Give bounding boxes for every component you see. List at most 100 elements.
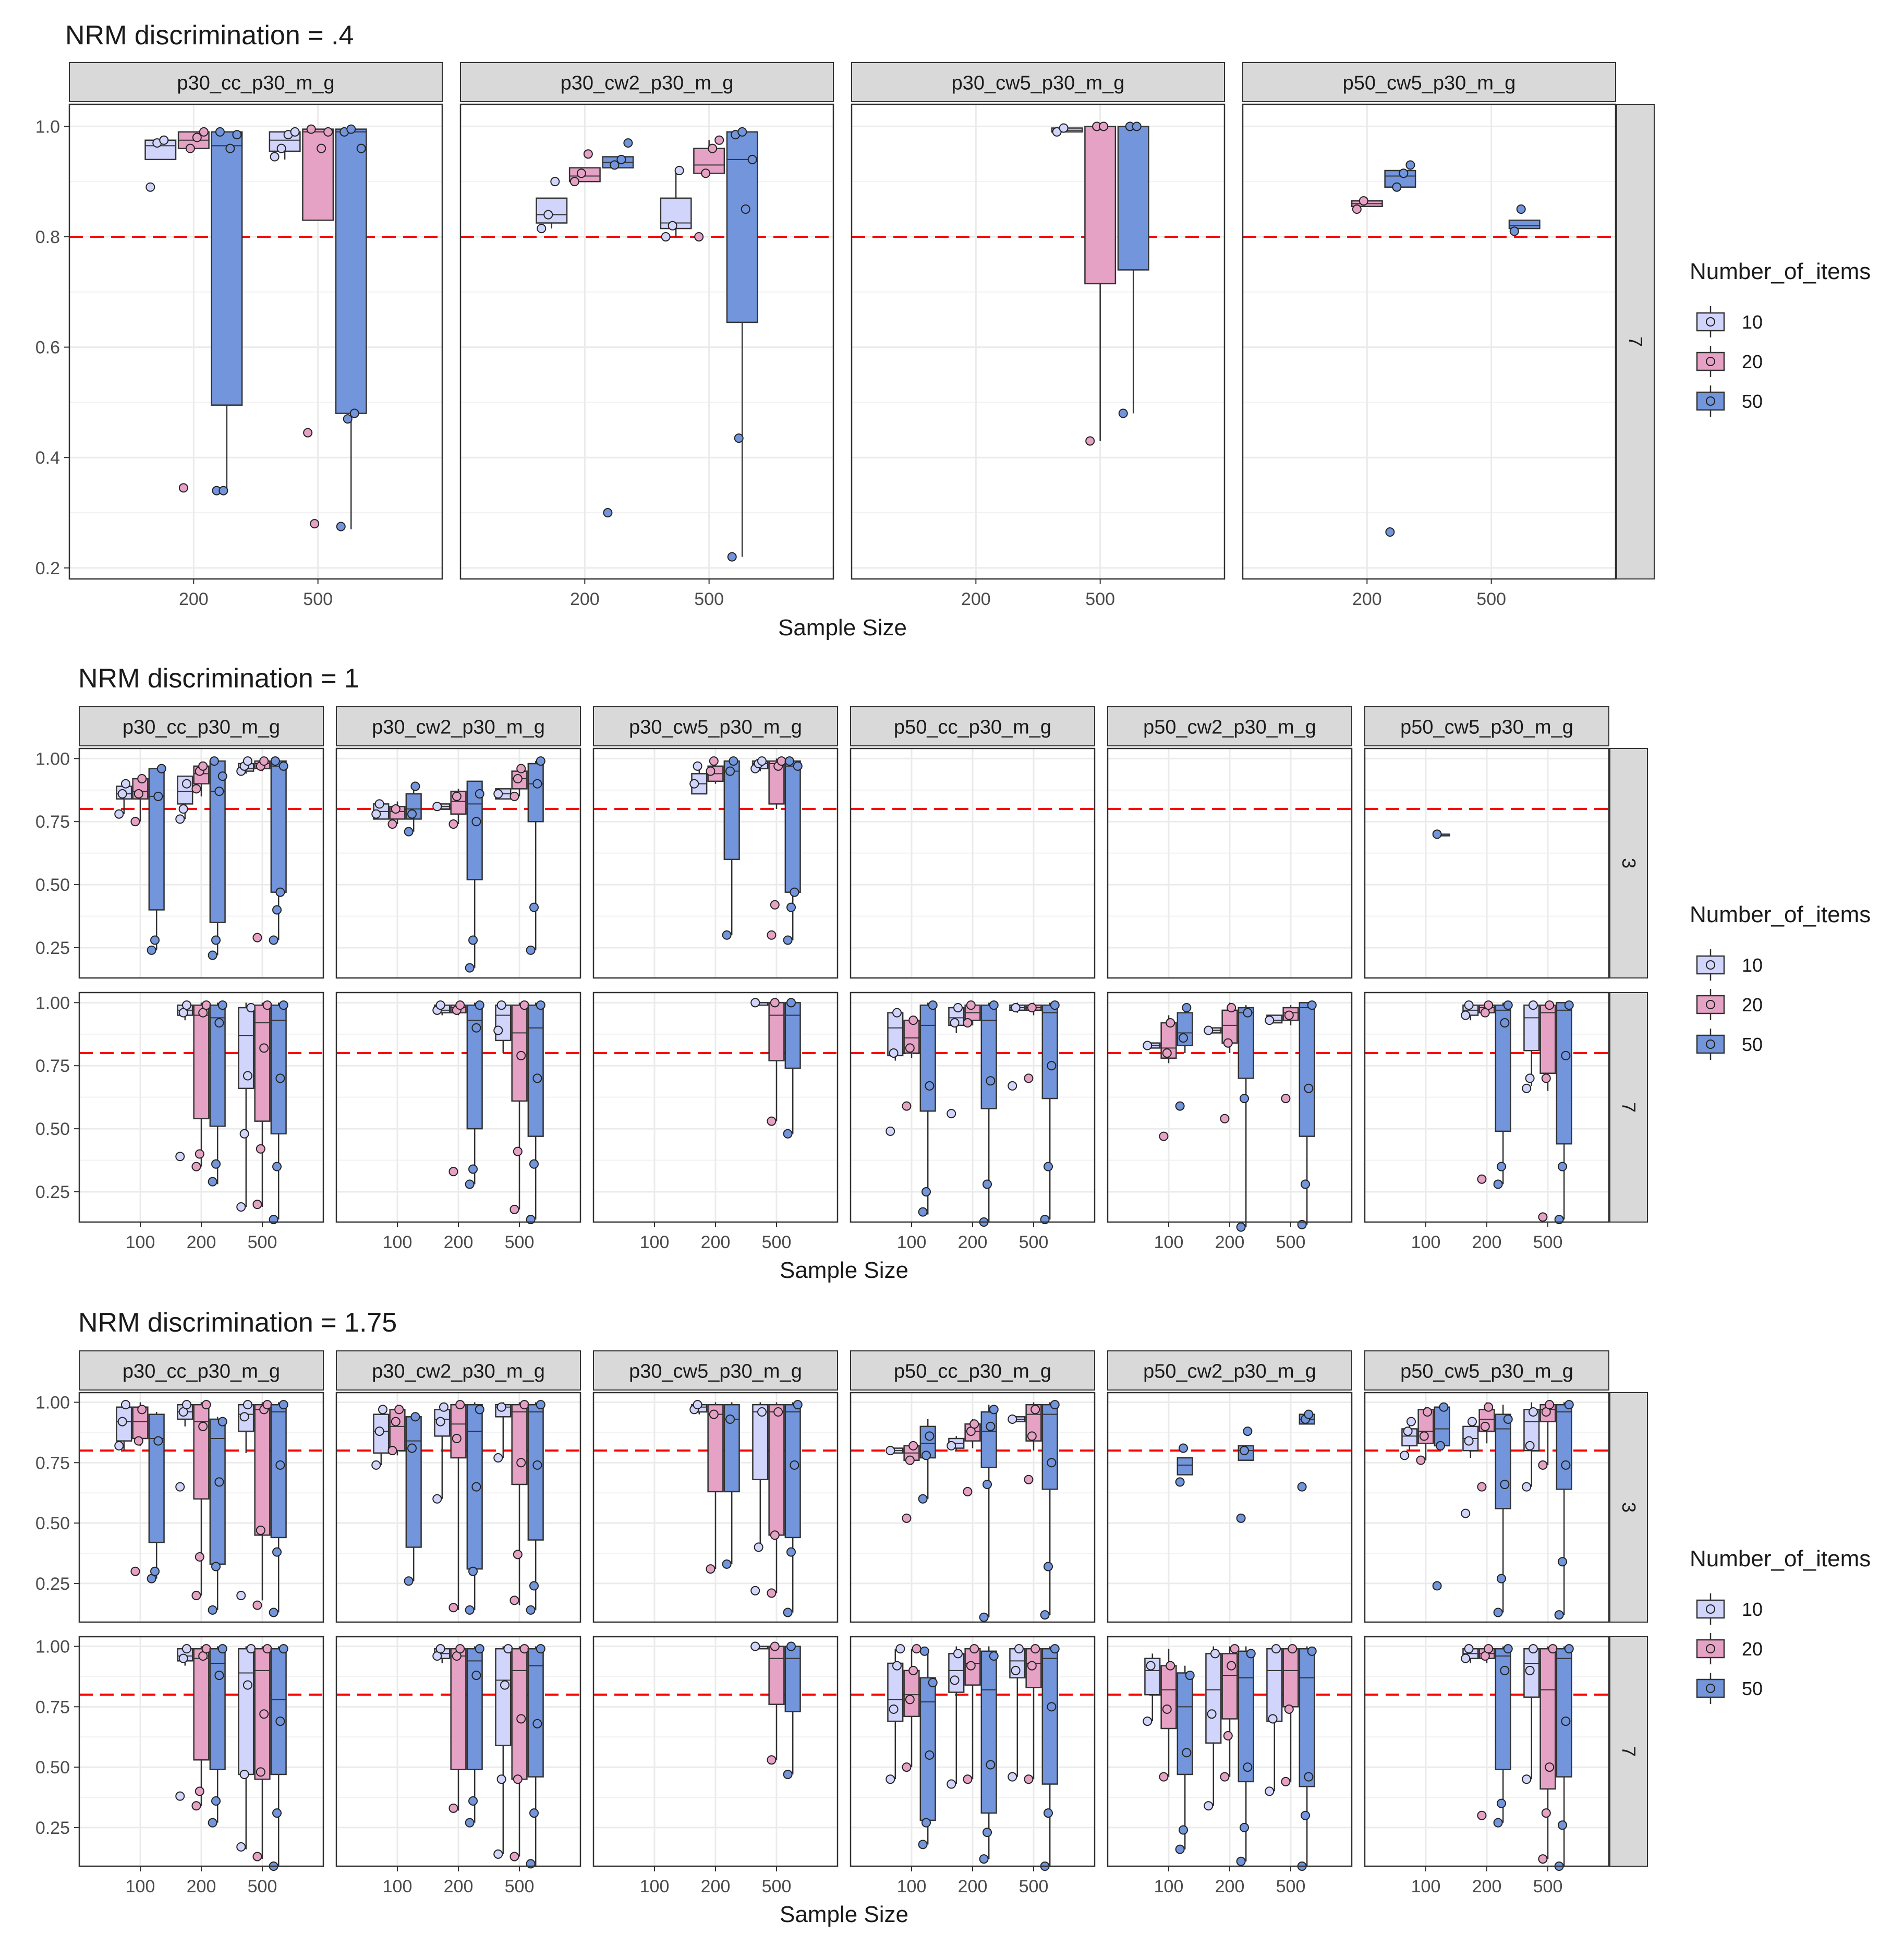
jitter-point bbox=[1480, 1008, 1490, 1018]
box-body bbox=[270, 760, 287, 893]
jitter-point bbox=[178, 1008, 188, 1018]
box-body bbox=[1266, 1648, 1283, 1722]
row-strip bbox=[1609, 992, 1648, 1223]
panel-background bbox=[852, 104, 1224, 579]
y-tick-label: 0.25 bbox=[35, 938, 70, 958]
jitter-point bbox=[1240, 1822, 1250, 1832]
jitter-point bbox=[239, 1770, 249, 1779]
boxplot-50-items bbox=[269, 756, 288, 945]
row-strip bbox=[1609, 1392, 1648, 1623]
jitter-point bbox=[468, 1164, 478, 1174]
x-tick-label: 500 bbox=[1533, 1232, 1563, 1252]
jitter-point bbox=[1236, 1513, 1246, 1523]
boxplot-20-items bbox=[767, 1641, 785, 1765]
panel-border bbox=[78, 1392, 324, 1623]
boxplot-20-items bbox=[448, 1000, 467, 1177]
jitter-point bbox=[134, 789, 143, 799]
jitter-point bbox=[1288, 1644, 1297, 1654]
jitter-point bbox=[1011, 1003, 1021, 1013]
jitter-point bbox=[201, 1400, 211, 1410]
boxplot-50-items bbox=[1432, 1402, 1450, 1591]
x-tick-label: 100 bbox=[640, 1877, 670, 1896]
boxplot-50-items bbox=[147, 1412, 165, 1584]
jitter-point bbox=[371, 1460, 381, 1470]
facet-panel: 100 200 500 bbox=[335, 1636, 581, 1896]
boxplot-20-items bbox=[902, 1441, 920, 1523]
boxplot-50-items bbox=[147, 764, 166, 955]
jitter-point bbox=[211, 1796, 221, 1806]
boxplot-20-items bbox=[963, 1419, 981, 1496]
jitter-point bbox=[256, 1767, 265, 1777]
jitter-point bbox=[1416, 1455, 1426, 1465]
boxplot-10-items bbox=[1461, 1644, 1479, 1663]
boxplot-10-items bbox=[660, 165, 692, 241]
boxplot-10-items bbox=[947, 1003, 965, 1119]
facet-strip bbox=[1364, 706, 1609, 746]
y-tick-label: 0.75 bbox=[35, 1453, 70, 1473]
jitter-point bbox=[989, 1651, 999, 1661]
facet-panel bbox=[335, 1392, 581, 1623]
jitter-point bbox=[269, 935, 278, 945]
boxplot-50-items bbox=[1493, 1000, 1513, 1189]
jitter-point bbox=[236, 1591, 246, 1601]
facet-strip bbox=[79, 1350, 324, 1391]
jitter-point bbox=[1359, 196, 1368, 206]
jitter-point bbox=[750, 1641, 760, 1651]
boxplot-50-items bbox=[465, 780, 484, 973]
jitter-point bbox=[117, 789, 127, 799]
jitter-point bbox=[178, 804, 188, 814]
jitter-point bbox=[793, 761, 803, 771]
boxplot-20-items bbox=[177, 127, 210, 493]
jitter-point bbox=[510, 791, 519, 801]
jitter-point bbox=[208, 1605, 217, 1615]
legend-entry-label: 50 bbox=[1742, 1034, 1763, 1055]
jitter-point bbox=[1047, 1061, 1057, 1071]
x-tick-label: 500 bbox=[248, 1232, 277, 1252]
jitter-point bbox=[516, 1458, 526, 1468]
boxplot-10-items bbox=[750, 756, 769, 773]
panel-background bbox=[460, 104, 833, 579]
y-tick-label: 0.75 bbox=[35, 812, 70, 832]
boxplot-20-items bbox=[1477, 1000, 1495, 1184]
jitter-point bbox=[1423, 1407, 1433, 1417]
jitter-point bbox=[120, 779, 130, 789]
facet-strip bbox=[69, 62, 443, 102]
x-tick-label: 500 bbox=[1276, 1232, 1306, 1252]
jitter-point bbox=[208, 1818, 217, 1828]
boxplot-20-items bbox=[130, 774, 149, 827]
boxplot-20-items bbox=[902, 1644, 921, 1772]
jitter-point bbox=[537, 224, 547, 234]
box-body bbox=[1523, 1004, 1540, 1051]
jitter-point bbox=[536, 1400, 545, 1410]
facet-panel bbox=[850, 747, 1096, 979]
boxplot-10-items bbox=[114, 1400, 132, 1451]
jitter-point bbox=[921, 1451, 931, 1460]
jitter-point bbox=[317, 143, 326, 153]
x-tick-label: 200 bbox=[187, 1232, 216, 1252]
facet-panel: 200 500 bbox=[1242, 103, 1617, 609]
jitter-point bbox=[519, 1000, 529, 1010]
jitter-point bbox=[1439, 1402, 1449, 1412]
jitter-point bbox=[175, 1482, 185, 1492]
facet-panel: 100 200 500 bbox=[78, 992, 324, 1252]
boxplot-20-items bbox=[510, 764, 528, 801]
panel-border bbox=[592, 1392, 839, 1623]
box-body bbox=[887, 1012, 904, 1057]
boxplot-10-items bbox=[1051, 123, 1083, 137]
jitter-point bbox=[902, 1762, 912, 1772]
jitter-point bbox=[513, 1774, 523, 1784]
boxplot-20-items bbox=[510, 1400, 529, 1605]
jitter-point bbox=[729, 756, 738, 766]
jitter-point bbox=[1522, 1083, 1532, 1093]
jitter-point bbox=[1047, 1702, 1057, 1712]
jitter-point bbox=[198, 1421, 208, 1431]
jitter-point bbox=[242, 756, 252, 766]
box-body bbox=[270, 1404, 287, 1539]
jitter-point bbox=[217, 1644, 227, 1654]
jitter-point bbox=[1050, 1644, 1060, 1654]
facet-panel: 200 500 bbox=[851, 103, 1226, 609]
jitter-point bbox=[211, 935, 221, 945]
boxplot-10-items bbox=[886, 1644, 905, 1784]
jitter-point bbox=[1419, 1431, 1429, 1441]
jitter-point bbox=[674, 165, 684, 175]
